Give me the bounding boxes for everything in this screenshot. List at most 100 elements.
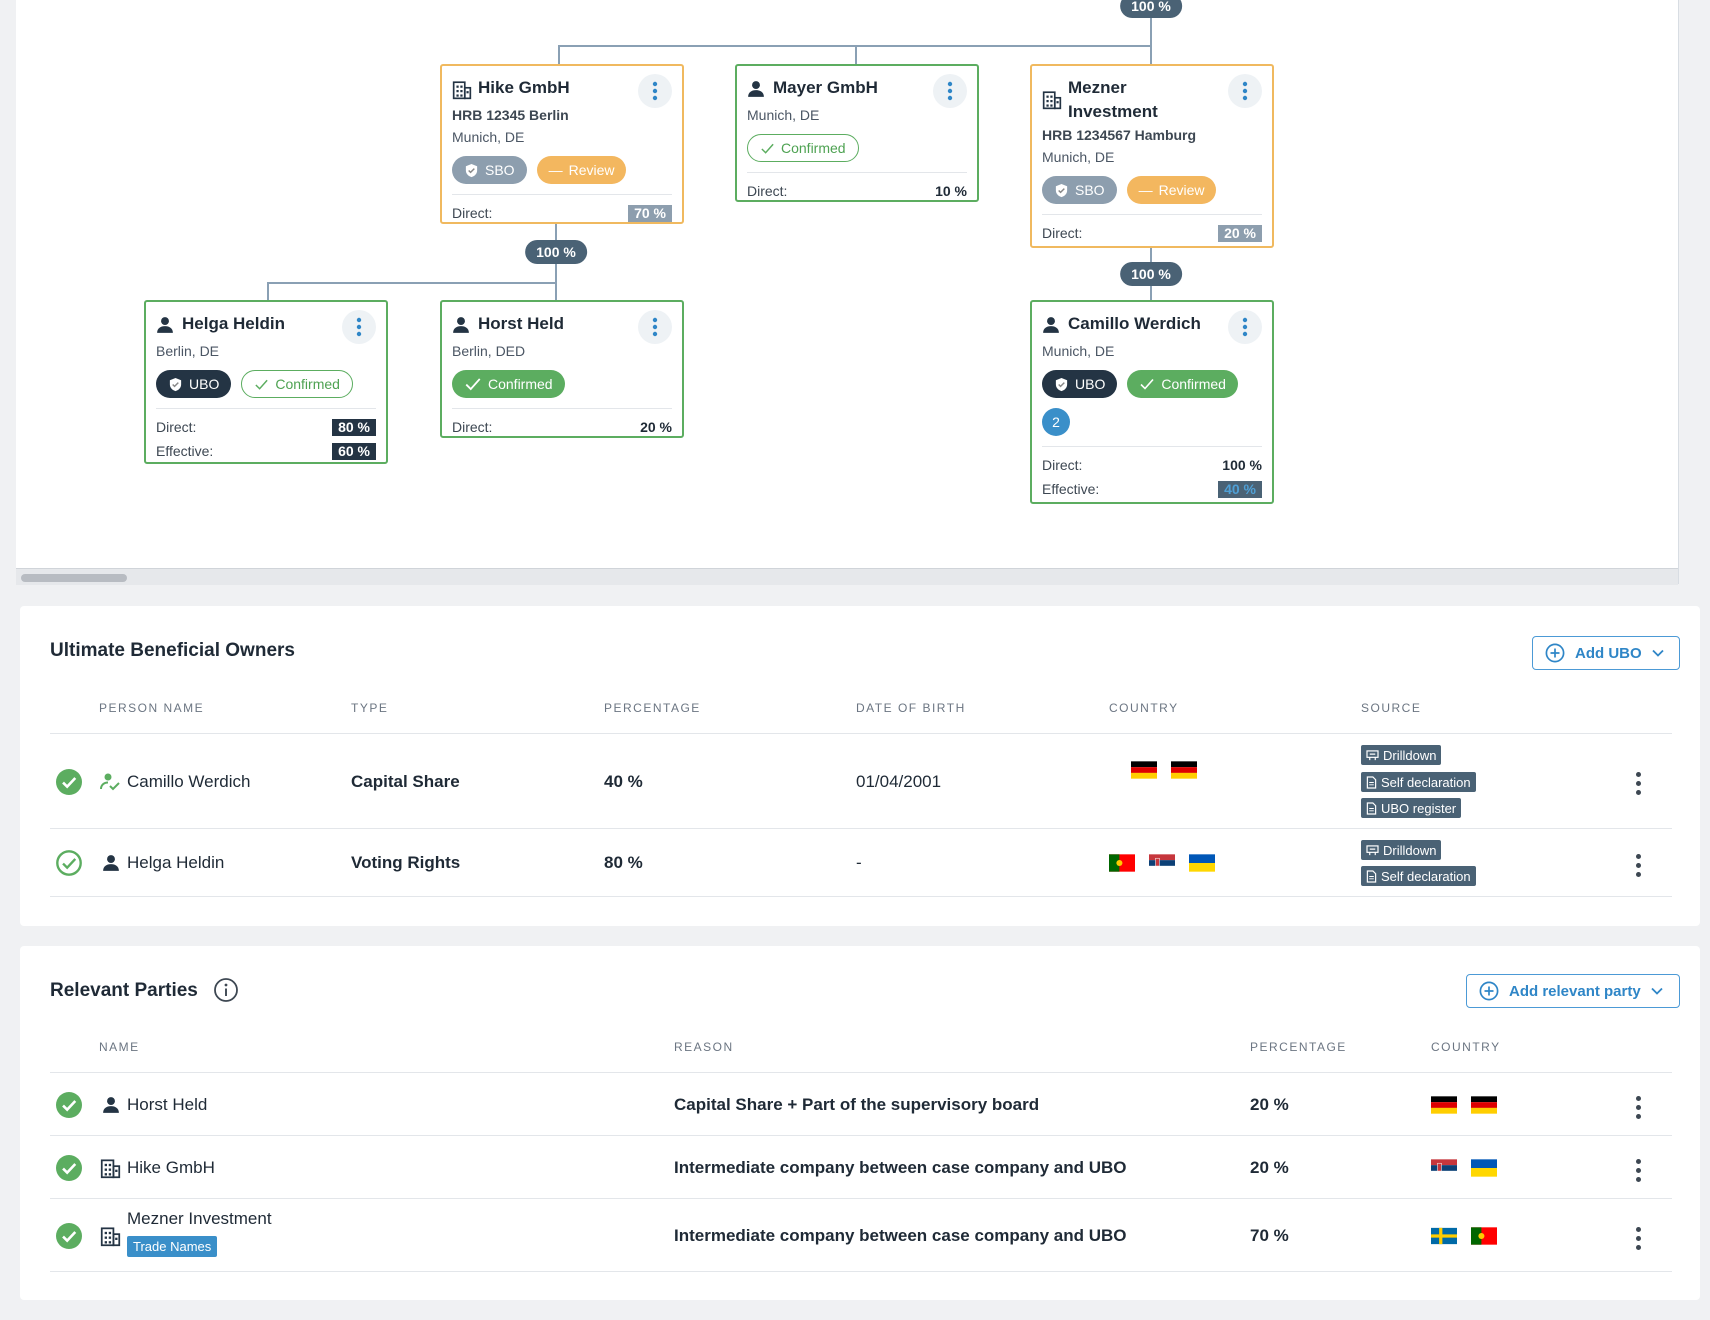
percentage: 20 % — [1250, 1095, 1289, 1114]
chevron-down-icon — [1652, 649, 1664, 657]
flag-rs-icon — [1149, 854, 1175, 872]
location: Munich, DE — [747, 107, 820, 123]
kebab-icon — [1242, 81, 1248, 101]
entity-menu-button[interactable] — [638, 310, 672, 344]
row-menu-button[interactable] — [1635, 772, 1641, 795]
section-title: Relevant Parties — [50, 980, 198, 1001]
add-relevant-party-button[interactable]: Add relevant party — [1466, 974, 1680, 1008]
confirmed-badge: Confirmed — [452, 370, 565, 398]
flag-de-icon — [1471, 1096, 1497, 1114]
person-name[interactable]: Camillo Werdich — [127, 772, 251, 791]
section-title: Ultimate Beneficial Owners — [50, 640, 295, 661]
review-badge: — Review — [1126, 176, 1217, 204]
flag-ua-icon — [1189, 854, 1215, 872]
plus-circle-icon — [1479, 981, 1499, 1001]
entity-card-camillo[interactable]: Camillo Werdich Munich, DE UBO Confirmed… — [1030, 300, 1274, 504]
entity-card-mezner[interactable]: Mezner Investment HRB 1234567 Hamburg Mu… — [1030, 64, 1274, 248]
location: Munich, DE — [452, 129, 525, 145]
row-menu-button[interactable] — [1635, 1096, 1641, 1119]
column-header: DATE OF BIRTH — [856, 701, 966, 715]
entity-card-helga[interactable]: Helga Heldin Berlin, DE UBO Confirmed Di… — [144, 300, 388, 464]
percentage: 80 % — [604, 853, 643, 872]
row-menu-button[interactable] — [1635, 854, 1641, 877]
column-header: COUNTRY — [1431, 1040, 1501, 1054]
entity-menu-button[interactable] — [933, 74, 967, 108]
document-icon — [1366, 802, 1377, 815]
entity-menu-button[interactable] — [1228, 74, 1262, 108]
confirmed-badge: Confirmed — [241, 370, 353, 398]
horizontal-scrollbar[interactable] — [16, 568, 1678, 585]
entity-name: Mezner Investment — [1068, 78, 1158, 121]
mezner-percentage-pill: 100 % — [1120, 262, 1182, 286]
entity-name: Horst Held — [478, 314, 564, 333]
drilldown-icon — [1366, 845, 1379, 856]
flag-de-icon — [1431, 1096, 1457, 1114]
party-name[interactable]: Horst Held — [127, 1095, 208, 1114]
minus-icon: — — [548, 162, 563, 178]
flag-se-icon — [1431, 1227, 1457, 1245]
party-name[interactable]: Mezner Investment — [127, 1209, 272, 1228]
check-icon — [760, 141, 775, 156]
kebab-icon — [356, 317, 362, 337]
direct-value: 20 % — [1218, 224, 1262, 242]
count-badge[interactable]: 2 — [1042, 408, 1070, 436]
check-circle-icon — [56, 769, 82, 795]
building-icon — [1042, 90, 1062, 110]
source-tag[interactable]: Drilldown — [1361, 840, 1442, 860]
entity-name: Helga Heldin — [182, 314, 285, 333]
entity-menu-button[interactable] — [1228, 310, 1262, 344]
entity-menu-button[interactable] — [342, 310, 376, 344]
row-menu-button[interactable] — [1635, 1159, 1641, 1182]
building-icon — [100, 1158, 121, 1179]
kebab-icon — [947, 81, 953, 101]
row-menu-button[interactable] — [1635, 1227, 1641, 1250]
ubo-badge: UBO — [156, 370, 232, 398]
shield-icon — [1054, 377, 1069, 392]
column-header: PERCENTAGE — [604, 701, 701, 715]
source-tag[interactable]: Self declaration — [1361, 772, 1476, 792]
add-ubo-button[interactable]: Add UBO — [1532, 636, 1680, 670]
column-header: SOURCE — [1361, 701, 1422, 715]
hike-percentage-pill: 100 % — [525, 240, 587, 264]
check-icon — [1139, 376, 1155, 392]
direct-value: 20 % — [640, 419, 672, 435]
chevron-down-icon — [1651, 987, 1663, 995]
direct-label: Direct: — [452, 205, 493, 221]
direct-value: 70 % — [628, 204, 672, 222]
effective-label: Effective: — [156, 443, 214, 459]
direct-label: Direct: — [1042, 457, 1083, 473]
entity-name: Hike GmbH — [478, 78, 570, 97]
document-icon — [1366, 776, 1377, 789]
scrollbar-thumb[interactable] — [21, 574, 127, 582]
root-percentage-pill: 100 % — [1120, 0, 1182, 18]
flag-pt-icon — [1471, 1227, 1497, 1245]
minus-icon: — — [1138, 182, 1153, 198]
kebab-icon — [1242, 317, 1248, 337]
person-icon — [156, 316, 174, 334]
info-icon[interactable] — [213, 977, 239, 1003]
source-tag[interactable]: Self declaration — [1361, 866, 1476, 886]
entity-card-hike[interactable]: Hike GmbH HRB 12345 Berlin Munich, DE SB… — [440, 64, 684, 224]
drilldown-icon — [1366, 750, 1379, 761]
entity-card-horst[interactable]: Horst Held Berlin, DED Confirmed Direct:… — [440, 300, 684, 438]
review-badge: — Review — [536, 156, 627, 184]
location: Berlin, DED — [452, 343, 526, 359]
direct-label: Direct: — [747, 183, 788, 199]
percentage: 40 % — [604, 772, 643, 791]
direct-value: 100 % — [1222, 457, 1262, 473]
person-name[interactable]: Helga Heldin — [127, 853, 225, 872]
column-header: NAME — [99, 1040, 140, 1054]
party-name[interactable]: Hike GmbH — [127, 1158, 215, 1177]
entity-card-mayer[interactable]: Mayer GmbH Munich, DE Confirmed Direct: 1… — [735, 64, 979, 202]
reason: Capital Share + Part of the supervisory … — [674, 1095, 1040, 1114]
person-icon — [747, 80, 765, 98]
percentage: 70 % — [1250, 1226, 1289, 1245]
flag-de-icon — [1171, 761, 1197, 779]
source-tag[interactable]: UBO register — [1361, 798, 1462, 818]
person-icon — [102, 854, 120, 872]
entity-menu-button[interactable] — [638, 74, 672, 108]
source-tag[interactable]: Drilldown — [1361, 745, 1442, 765]
direct-label: Direct: — [452, 419, 493, 435]
shield-icon — [168, 377, 183, 392]
trade-names-tag[interactable]: Trade Names — [127, 1236, 218, 1257]
